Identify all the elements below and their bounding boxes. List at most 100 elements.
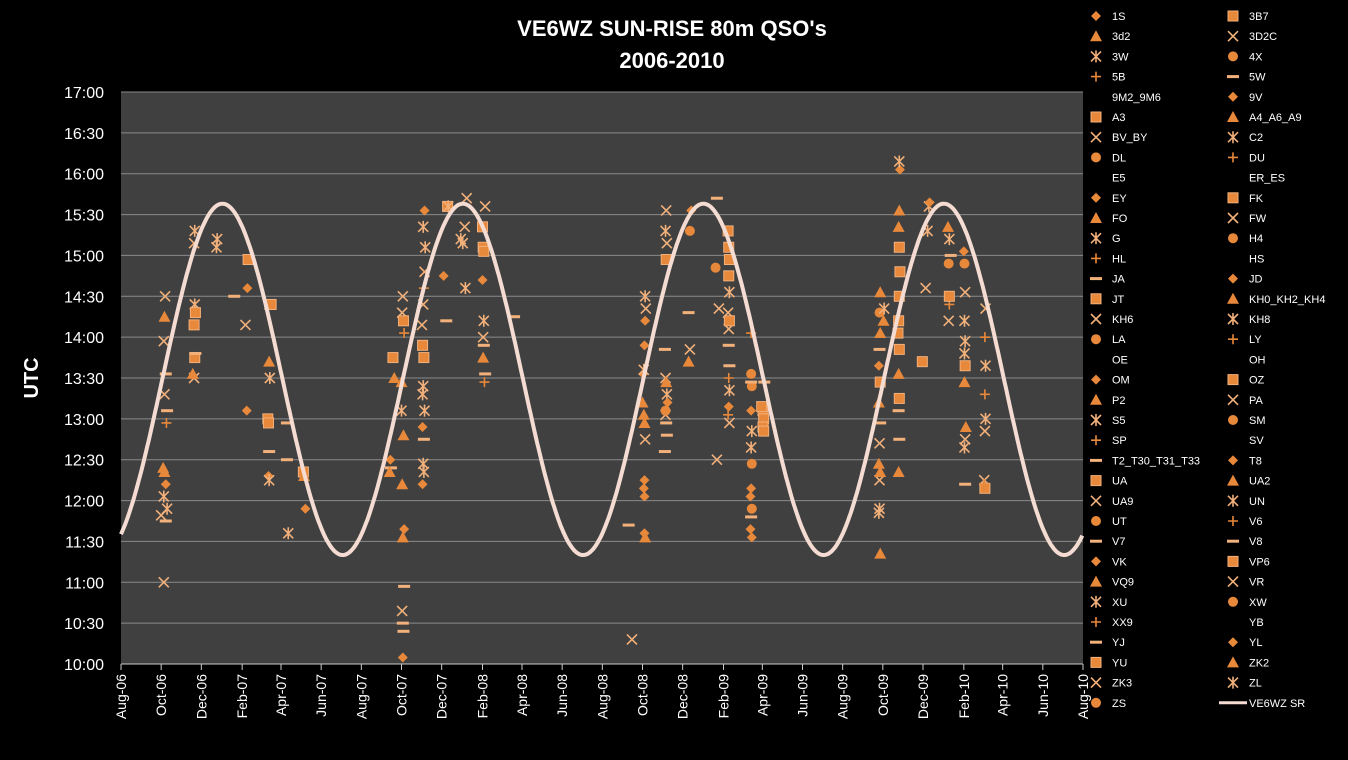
data-point bbox=[638, 416, 651, 428]
data-point bbox=[639, 528, 650, 539]
data-point bbox=[479, 200, 491, 212]
legend-item: P2 bbox=[1090, 393, 1125, 407]
data-point bbox=[873, 360, 884, 371]
data-point bbox=[872, 457, 885, 469]
data-point bbox=[300, 503, 311, 514]
data-point bbox=[396, 621, 409, 625]
legend-item: T8 bbox=[1228, 455, 1262, 467]
legend-label: SP bbox=[1112, 435, 1127, 447]
x-tick-label: Dec-06 bbox=[193, 674, 209, 719]
legend-symbol bbox=[1090, 595, 1102, 608]
data-point bbox=[639, 475, 650, 486]
legend-item: YJ bbox=[1090, 637, 1125, 649]
legend-label: HL bbox=[1112, 253, 1126, 265]
legend-item: SM bbox=[1228, 415, 1266, 427]
legend-item: H4 bbox=[1228, 233, 1263, 245]
data-point bbox=[239, 319, 252, 331]
legend-symbol bbox=[1090, 393, 1102, 405]
data-point bbox=[280, 421, 293, 425]
legend-item: C2 bbox=[1227, 131, 1263, 144]
legend-symbol bbox=[1227, 374, 1239, 386]
x-tick-label: Oct-09 bbox=[875, 674, 891, 716]
legend-label: 3B7 bbox=[1249, 11, 1269, 23]
legend-item: A4_A6_A9 bbox=[1227, 111, 1302, 124]
legend-label: YU bbox=[1112, 657, 1127, 669]
data-point bbox=[979, 389, 990, 400]
legend-label: 3d2 bbox=[1112, 31, 1130, 43]
legend-item: LY bbox=[1228, 334, 1262, 346]
data-point bbox=[477, 331, 489, 343]
data-point bbox=[639, 433, 651, 445]
legend-symbol bbox=[1090, 30, 1102, 42]
data-point bbox=[661, 237, 673, 249]
legend-label: YJ bbox=[1112, 637, 1125, 649]
legend-item: LA bbox=[1091, 334, 1126, 346]
data-point bbox=[979, 359, 992, 372]
data-point bbox=[943, 258, 954, 269]
data-point bbox=[639, 340, 650, 351]
legend-symbol bbox=[1228, 273, 1238, 284]
data-point bbox=[746, 503, 757, 514]
legend-symbol bbox=[1091, 516, 1101, 526]
legend-label: G bbox=[1112, 233, 1121, 245]
legend-item: 3d2 bbox=[1090, 30, 1130, 43]
legend-item: UA2 bbox=[1227, 474, 1270, 488]
data-point bbox=[943, 290, 955, 302]
data-point bbox=[874, 327, 887, 339]
data-point bbox=[892, 409, 905, 413]
legend-symbol bbox=[1090, 458, 1102, 462]
data-point bbox=[662, 397, 673, 408]
data-point bbox=[893, 241, 905, 253]
legend-label: DU bbox=[1249, 152, 1265, 164]
legend-symbol bbox=[1091, 334, 1101, 345]
legend-item: FO bbox=[1090, 212, 1128, 225]
legend-item: FW bbox=[1227, 212, 1267, 225]
legend-symbol bbox=[1090, 277, 1102, 281]
data-point bbox=[873, 437, 886, 449]
legend-item: KH0_KH2_KH4 bbox=[1227, 292, 1325, 306]
data-point bbox=[417, 339, 429, 351]
legend-label: VP6 bbox=[1249, 556, 1270, 568]
legend-symbol bbox=[1227, 474, 1239, 486]
data-point bbox=[397, 652, 408, 663]
data-point bbox=[958, 246, 969, 257]
legend-item: 3B7 bbox=[1227, 10, 1269, 23]
data-point bbox=[159, 519, 172, 523]
y-tick-label: 13:30 bbox=[64, 371, 104, 388]
data-point bbox=[658, 450, 671, 454]
data-point bbox=[396, 605, 408, 617]
x-tick-label: Aug-08 bbox=[594, 674, 610, 719]
legend-symbol bbox=[1091, 192, 1101, 203]
legend-symbol bbox=[1090, 475, 1102, 487]
data-point bbox=[398, 584, 411, 588]
data-point bbox=[723, 409, 734, 420]
legend-symbol bbox=[1227, 394, 1239, 406]
data-point bbox=[416, 319, 428, 331]
data-point bbox=[419, 241, 431, 254]
data-point bbox=[959, 360, 971, 372]
legend-symbol bbox=[1227, 212, 1239, 224]
legend-label: JA bbox=[1112, 274, 1126, 286]
data-point bbox=[396, 478, 409, 490]
data-point bbox=[399, 328, 410, 339]
data-point bbox=[874, 465, 887, 477]
x-tick-label: Aug-09 bbox=[835, 674, 851, 719]
legend-item: YU bbox=[1090, 656, 1127, 669]
data-point bbox=[893, 392, 905, 404]
legend-symbol bbox=[1227, 676, 1239, 689]
data-point bbox=[893, 343, 905, 355]
legend-label: ZK2 bbox=[1249, 657, 1269, 669]
legend-label: A4_A6_A9 bbox=[1249, 112, 1302, 124]
data-point bbox=[959, 286, 971, 298]
data-point bbox=[228, 294, 241, 298]
data-point bbox=[722, 343, 735, 347]
data-point bbox=[639, 290, 651, 303]
legend-item: 5W bbox=[1227, 72, 1266, 84]
legend-label: SV bbox=[1249, 435, 1264, 447]
data-point bbox=[892, 465, 905, 477]
data-point bbox=[723, 270, 735, 282]
legend-symbol bbox=[1090, 212, 1102, 223]
y-axis-label: UTC bbox=[21, 357, 43, 398]
legend-symbol bbox=[1227, 656, 1239, 668]
data-point bbox=[417, 388, 429, 401]
